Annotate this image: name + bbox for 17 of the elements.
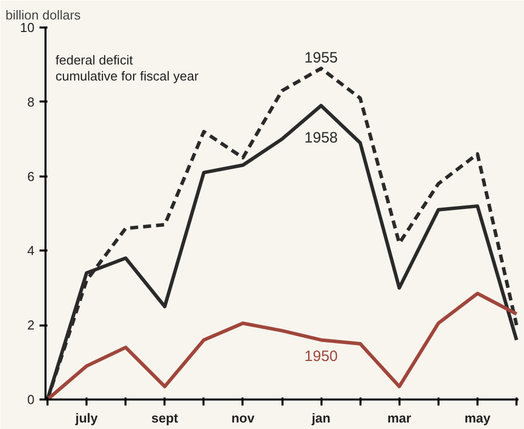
y-axis-title: billion dollars — [6, 8, 82, 22]
series-label: 1950 — [304, 348, 338, 365]
x-tick-label: may — [464, 410, 492, 426]
y-tick-label: 2 — [27, 318, 35, 333]
series-label: 1958 — [304, 130, 338, 147]
text: federal deficit cumulative for fiscal year — [56, 52, 200, 84]
y-tick-label: 10 — [20, 20, 35, 35]
series-label: 1955 — [304, 49, 338, 66]
y-tick-label: 8 — [27, 94, 35, 110]
x-tick-label: jan — [310, 410, 331, 426]
x-tick-label: july — [74, 410, 99, 426]
y-tick-label: 4 — [27, 243, 35, 258]
y-tick-label: 6 — [27, 168, 35, 184]
x-tick-label: nov — [231, 410, 256, 426]
y-tick-label: 0 — [27, 392, 35, 407]
x-tick-label: sept — [151, 410, 179, 426]
x-tick-label: mar — [387, 410, 412, 426]
